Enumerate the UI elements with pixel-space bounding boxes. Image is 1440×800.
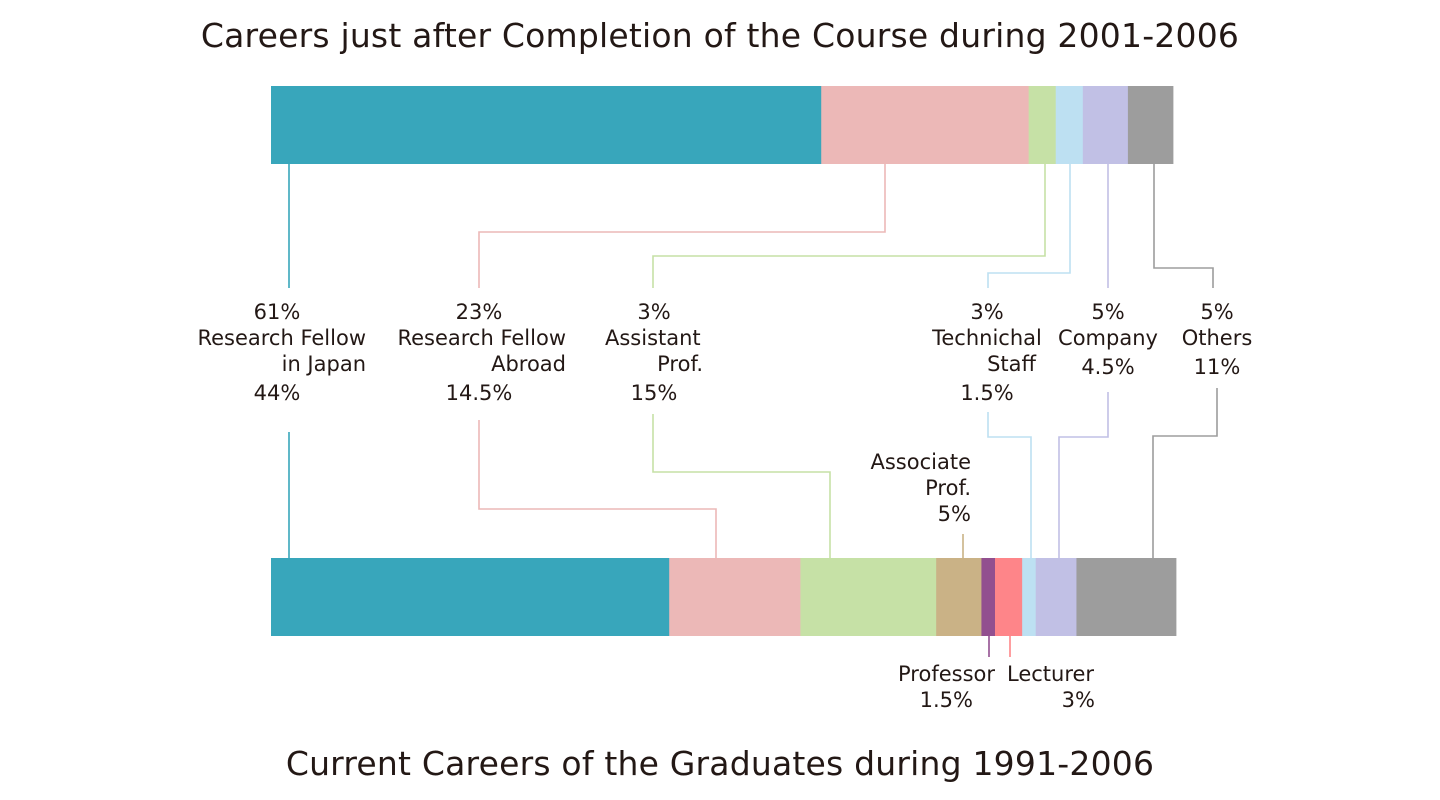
top-value-rf-abroad: 23% <box>456 300 503 324</box>
label-company: Company <box>1058 326 1158 350</box>
bottom-leader-others <box>1152 388 1218 558</box>
bottom-segment-tech <box>1022 558 1037 636</box>
bottom-value-assistant: 15% <box>631 381 678 405</box>
top-leader-rf-abroad <box>478 164 886 288</box>
bottom-segment-company <box>1035 558 1077 636</box>
bottom-segment-others <box>1076 558 1177 636</box>
bottom-segment-rf_abroad <box>669 558 801 636</box>
top-segment-assistant <box>1028 86 1057 164</box>
top-value-tech: 3% <box>970 300 1003 324</box>
label-associate: Associate Prof. 5% <box>871 450 972 526</box>
bottom-chart-title: Current Careers of the Graduates during … <box>286 744 1154 783</box>
bottom-value-rf-japan: 44% <box>254 381 301 405</box>
label-assistant-line2: Prof. <box>657 352 703 376</box>
label-lecturer: Lecturer <box>1007 662 1094 686</box>
bottom-leader-company <box>1058 392 1109 558</box>
top-segment-company <box>1082 86 1129 164</box>
bottom-value-company: 4.5% <box>1081 355 1134 379</box>
top-value-others: 5% <box>1200 300 1233 324</box>
bottom-segment-lecturer <box>995 558 1023 636</box>
bottom-value-lecturer: 3% <box>1062 688 1095 712</box>
label-tech-line1: Technichal <box>931 326 1042 350</box>
top-segment-tech <box>1055 86 1084 164</box>
top-segment-rf_japan <box>271 86 822 164</box>
bottom-value-tech: 1.5% <box>960 381 1013 405</box>
label-tech-line2: Staff <box>987 352 1036 376</box>
bottom-segment-professor <box>981 558 996 636</box>
bottom-value-rf-abroad: 14.5% <box>446 381 513 405</box>
label-rf-japan: Research Fellow in Japan <box>197 326 366 376</box>
label-assistant-line1: Assistant <box>605 326 701 350</box>
top-leader-tech <box>987 164 1071 288</box>
label-rf-abroad: Research Fellow Abroad <box>397 326 566 376</box>
top-value-company: 5% <box>1091 300 1124 324</box>
bottom-segment-associate <box>936 558 982 636</box>
top-chart-title: Careers just after Completion of the Cou… <box>201 16 1239 55</box>
bottom-segment-rf_japan <box>271 558 670 636</box>
bottom-leader-rf-abroad <box>478 420 717 558</box>
top-leader-assistant <box>652 164 1046 288</box>
label-professor: Professor 1.5% <box>898 662 995 712</box>
bottom-leader-tech <box>987 412 1032 558</box>
top-value-assistant: 3% <box>637 300 670 324</box>
bottom-value-others: 11% <box>1194 355 1241 379</box>
top-segment-others <box>1127 86 1174 164</box>
top-segment-rf_abroad <box>821 86 1030 164</box>
top-value-rf-japan: 61% <box>254 300 301 324</box>
label-others: Others <box>1182 326 1253 350</box>
bottom-leader-assistant <box>652 414 831 558</box>
bottom-segment-assistant <box>800 558 937 636</box>
top-leader-others <box>1153 164 1214 288</box>
